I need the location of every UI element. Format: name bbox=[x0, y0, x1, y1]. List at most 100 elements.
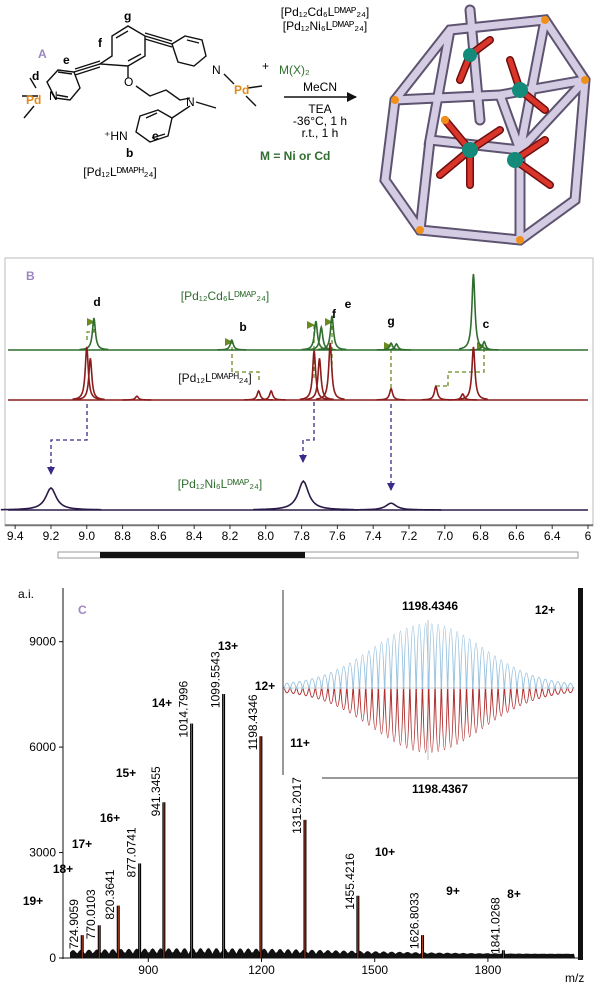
x-axis-label: m/z bbox=[565, 971, 584, 985]
x-tick-label: 7.4 bbox=[365, 529, 382, 543]
isotope-pattern bbox=[284, 687, 574, 752]
x-tick-label: 7.2 bbox=[401, 529, 418, 543]
mz-label: 1014.7996 bbox=[177, 681, 191, 738]
x-tick-label: 6 bbox=[585, 529, 592, 543]
mz-label: 1841.0268 bbox=[488, 897, 502, 954]
panel-letter: B bbox=[26, 269, 35, 283]
scheme: A Pd N O N ⁺HN N Pd d e f g b c [Pd₁₂ bbox=[22, 5, 589, 244]
peak bbox=[1, 488, 101, 510]
scroll-thumb bbox=[100, 552, 305, 558]
peak bbox=[341, 503, 441, 510]
peak bbox=[80, 318, 109, 349]
y-axis-label: a.i. bbox=[18, 587, 34, 601]
charge-label: 14+ bbox=[152, 696, 172, 710]
peak bbox=[459, 274, 488, 349]
y-tick-label: 6000 bbox=[29, 740, 56, 754]
mz-label: 941.3455 bbox=[149, 766, 163, 816]
proton-label: c bbox=[152, 129, 159, 143]
correlation-arrows bbox=[51, 322, 484, 490]
x-tick-label: 1500 bbox=[361, 963, 388, 977]
charge-label: 13+ bbox=[218, 639, 238, 653]
x-tick-label: 8.2 bbox=[222, 529, 239, 543]
x-tick-label: 1200 bbox=[248, 963, 275, 977]
peak bbox=[377, 389, 406, 400]
charge-label: 16+ bbox=[100, 811, 120, 825]
condition: r.t., 1 h bbox=[302, 126, 339, 140]
reagent: M(X)₂ bbox=[279, 63, 310, 77]
peak bbox=[253, 481, 353, 509]
proton-label: f bbox=[98, 36, 103, 50]
inset-label: 1198.4346 bbox=[402, 599, 458, 613]
x-tick-label: 8.4 bbox=[186, 529, 203, 543]
peak-label: g bbox=[387, 314, 394, 328]
charge-label: 18+ bbox=[53, 862, 73, 876]
mz-label: 1626.8033 bbox=[408, 892, 422, 949]
inset: 1198.4346 12+ 1198.4367 bbox=[283, 590, 578, 796]
peak bbox=[302, 321, 331, 349]
panel-letter: C bbox=[78, 603, 87, 617]
x-tick-label: 9.4 bbox=[7, 529, 24, 543]
side-bar bbox=[578, 588, 583, 960]
mz-label: 724.9059 bbox=[67, 899, 81, 949]
mz-label: 770.0103 bbox=[84, 889, 98, 939]
x-tick-label: 9.2 bbox=[43, 529, 60, 543]
x-tick-label: 7.8 bbox=[293, 529, 310, 543]
atom: Pd bbox=[234, 83, 249, 97]
proton-label: b bbox=[126, 146, 133, 160]
charge-label: 15+ bbox=[116, 766, 136, 780]
mz-label: 1198.4346 bbox=[246, 694, 260, 750]
isotope-pattern bbox=[284, 624, 574, 689]
cage bbox=[385, 10, 589, 244]
x-tick-label: 9.0 bbox=[78, 529, 95, 543]
peak bbox=[76, 358, 105, 399]
charge-label: 10+ bbox=[375, 845, 395, 859]
proton-label: d bbox=[32, 69, 39, 83]
plus: + bbox=[262, 59, 269, 73]
peak-label: f bbox=[332, 307, 337, 321]
x-tick-label: 6.4 bbox=[544, 529, 561, 543]
proton-label: g bbox=[124, 9, 131, 23]
atom: N bbox=[186, 95, 195, 109]
structure bbox=[22, 26, 262, 142]
peak-label: e bbox=[345, 297, 352, 311]
product-label: [Pd₁₂Ni₆Lᴰᴹᴬᴾ₂₄] bbox=[283, 19, 367, 33]
charge-label: 12+ bbox=[255, 679, 275, 693]
metal-note: M = Ni or Cd bbox=[260, 149, 330, 163]
inset-label: 12+ bbox=[535, 603, 555, 617]
x-tick-label: 900 bbox=[138, 963, 158, 977]
mz-label: 820.3641 bbox=[103, 869, 117, 919]
peak bbox=[459, 347, 488, 399]
mz-label: 877.0741 bbox=[125, 827, 139, 877]
x-tick-label: 6.8 bbox=[472, 529, 489, 543]
peak-label: d bbox=[93, 295, 100, 309]
charge-label: 11+ bbox=[290, 736, 310, 750]
mz-label: 1099.5543 bbox=[209, 651, 223, 708]
y-tick-label: 9000 bbox=[29, 635, 56, 649]
solvent: MeCN bbox=[303, 80, 337, 94]
y-tick-label: 3000 bbox=[29, 846, 56, 860]
atom: N bbox=[212, 63, 221, 77]
series-label: [Pd₁₂Ni₆Lᴰᴹᴬᴾ₂₄] bbox=[178, 477, 262, 491]
x-tick-label: 7.6 bbox=[329, 529, 346, 543]
charge-label: 8+ bbox=[507, 887, 521, 901]
peak bbox=[422, 386, 451, 399]
mz-label: 1315.2017 bbox=[290, 777, 304, 834]
atom: Pd bbox=[26, 93, 41, 107]
atom: ⁺HN bbox=[104, 129, 128, 143]
series-label: [Pd₁₂Cd₆Lᴰᴹᴬᴾ₂₄] bbox=[181, 289, 269, 303]
mz-label: 1455.4216 bbox=[343, 853, 357, 910]
y-tick-label: 0 bbox=[49, 951, 56, 965]
ligand-label: [Pd₁₂Lᴰᴹᴬᴾᴴ₂₄] bbox=[83, 165, 156, 179]
charge-label: 17+ bbox=[72, 837, 92, 851]
charge-label: 19+ bbox=[23, 894, 43, 908]
peak-label: c bbox=[483, 317, 490, 331]
x-tick-label: 1800 bbox=[475, 963, 502, 977]
x-tick-label: 7.0 bbox=[436, 529, 453, 543]
atom: N bbox=[49, 89, 58, 103]
peak-label: b bbox=[239, 320, 246, 334]
panel-letter: A bbox=[38, 47, 47, 61]
product-label: [Pd₁₂Cd₆Lᴰᴹᴬᴾ₂₄] bbox=[281, 5, 369, 19]
figure: A Pd N O N ⁺HN N Pd d e f g b c [Pd₁₂ bbox=[0, 0, 594, 985]
x-tick-label: 8.6 bbox=[150, 529, 167, 543]
x-tick-label: 8.0 bbox=[257, 529, 274, 543]
